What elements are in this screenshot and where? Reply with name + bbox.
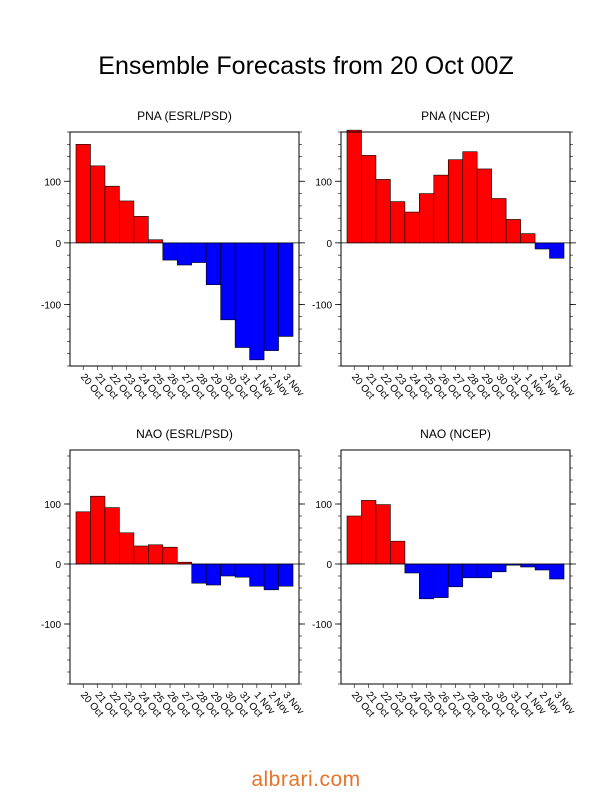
y-tick-label: 0	[55, 560, 61, 571]
bar	[205, 242, 221, 286]
bar	[133, 545, 149, 565]
bar	[404, 563, 420, 574]
bar	[346, 129, 362, 244]
bar	[119, 532, 135, 565]
bar	[491, 198, 507, 244]
bar	[447, 563, 464, 588]
bar	[220, 242, 236, 321]
watermark: albrari.com	[251, 768, 361, 791]
bar	[390, 201, 406, 244]
bar	[462, 563, 478, 579]
bar	[433, 563, 449, 598]
bar	[476, 168, 492, 244]
bar	[234, 242, 250, 348]
bar	[404, 211, 420, 244]
bar	[148, 239, 164, 244]
bar	[234, 563, 250, 578]
y-tick-label: 100	[44, 500, 61, 511]
bar	[549, 242, 565, 259]
bar	[220, 563, 236, 577]
y-tick-label: -100	[41, 300, 61, 311]
bar	[375, 179, 391, 244]
bar	[249, 563, 265, 587]
bar	[176, 242, 193, 266]
bar	[104, 185, 120, 244]
bar	[534, 563, 550, 571]
bar	[419, 193, 435, 244]
panel-title: PNA (NCEP)	[421, 109, 490, 123]
y-tick-label: -100	[312, 620, 332, 631]
bar	[191, 563, 207, 584]
bar	[90, 165, 106, 244]
bar	[205, 563, 221, 586]
bar	[263, 242, 279, 351]
bar	[534, 242, 550, 250]
y-tick-label: -100	[312, 300, 332, 311]
bar	[520, 233, 536, 244]
bar	[390, 540, 406, 565]
y-tick-label: 100	[315, 177, 332, 188]
bar	[505, 219, 521, 244]
bar	[90, 495, 106, 565]
bar	[249, 242, 265, 361]
y-tick-label: 0	[326, 239, 332, 250]
bar	[419, 563, 435, 600]
bar	[462, 151, 478, 244]
bar	[162, 242, 178, 261]
bar	[361, 500, 377, 565]
y-tick-label: 100	[44, 177, 61, 188]
bar	[476, 563, 492, 579]
bar	[191, 242, 207, 263]
bar	[361, 155, 377, 244]
bar	[447, 159, 464, 244]
bar	[278, 242, 294, 337]
bar	[433, 174, 449, 244]
y-tick-label: 0	[55, 239, 61, 250]
bar	[491, 563, 507, 573]
bar	[263, 563, 279, 591]
bar	[75, 144, 91, 244]
bar	[375, 504, 391, 565]
page-title: Ensemble Forecasts from 20 Oct 00Z	[98, 52, 514, 80]
bar	[119, 200, 135, 244]
bar	[148, 544, 164, 565]
bar	[162, 546, 178, 565]
panel-title: NAO (NCEP)	[420, 427, 491, 441]
y-tick-label: 100	[315, 500, 332, 511]
bar	[75, 511, 91, 565]
bar	[549, 563, 565, 580]
y-tick-label: -100	[41, 620, 61, 631]
bar	[520, 563, 536, 568]
y-tick-label: 0	[326, 560, 332, 571]
panel-title: NAO (ESRL/PSD)	[136, 427, 233, 441]
bar	[133, 216, 149, 244]
panel-title: PNA (ESRL/PSD)	[137, 109, 232, 123]
bar	[278, 563, 294, 587]
bar	[346, 515, 362, 565]
bar	[104, 507, 120, 565]
